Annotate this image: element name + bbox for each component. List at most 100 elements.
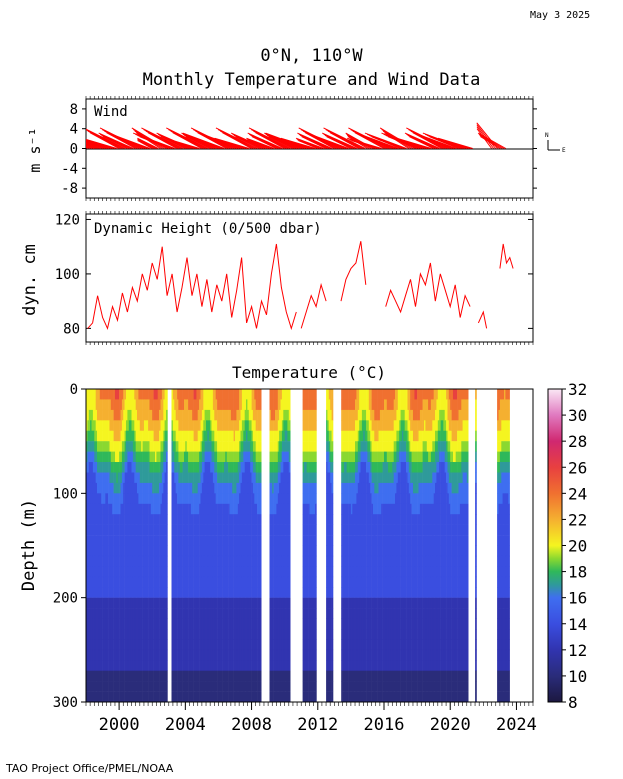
temp-cell <box>174 681 176 692</box>
temp-cell <box>127 430 130 442</box>
temp-cell <box>175 389 178 400</box>
temp-cell <box>182 409 185 421</box>
temp-cell <box>219 587 222 598</box>
temp-cell <box>189 576 192 588</box>
temp-cell <box>182 514 185 525</box>
temp-cell <box>177 524 179 536</box>
temp-cell <box>302 389 305 400</box>
temp-cell <box>95 420 98 431</box>
temp-cell <box>211 399 214 411</box>
temp-cell <box>225 389 227 400</box>
temp-cell <box>174 503 176 515</box>
temp-cell <box>244 691 247 702</box>
temp-cell <box>148 399 150 411</box>
temp-cell <box>123 524 125 536</box>
temp-cell <box>120 670 123 682</box>
temp-cell <box>243 430 245 442</box>
temp-cell <box>240 462 243 473</box>
temp-cell <box>193 629 196 640</box>
temp-cell <box>288 535 291 546</box>
temp-cell <box>153 555 156 567</box>
temp-cell <box>210 555 212 567</box>
temp-cell <box>143 618 146 630</box>
temp-cell <box>184 535 186 546</box>
temp-cell <box>143 597 146 609</box>
temp-cell <box>131 597 134 609</box>
temp-cell <box>221 670 223 682</box>
temp-cell <box>236 629 239 640</box>
temp-cell <box>272 618 274 630</box>
temp-cell <box>192 472 194 484</box>
temp-cell <box>145 409 147 421</box>
temp-cell <box>255 399 258 411</box>
temp-cell <box>126 618 128 630</box>
temp-cell <box>188 503 190 515</box>
temp-cell <box>190 389 193 400</box>
temp-cell <box>105 576 107 588</box>
temp-cell <box>197 420 200 431</box>
temp-cell <box>182 420 185 431</box>
temp-cell <box>150 409 153 421</box>
temp-cell <box>270 670 273 682</box>
temp-cell <box>275 535 277 546</box>
temp-cell <box>288 524 291 536</box>
temp-cell <box>87 681 90 692</box>
temp-cell <box>177 503 179 515</box>
temp-cell <box>166 660 168 671</box>
temp-cell <box>142 482 145 494</box>
temp-cell <box>98 389 101 400</box>
temp-cell <box>255 691 258 702</box>
temp-cell <box>224 482 226 494</box>
temp-cell <box>102 587 105 598</box>
temp-cell <box>117 409 120 421</box>
temp-cell <box>188 430 190 442</box>
temp-cell <box>181 420 183 431</box>
temp-cell <box>161 597 164 609</box>
temp-cell <box>224 462 226 473</box>
temp-cell <box>130 629 132 640</box>
temp-cell <box>121 618 124 630</box>
temp-cell <box>95 545 98 557</box>
temp-cell <box>108 566 110 578</box>
temp-cell <box>120 420 123 431</box>
temp-cell <box>225 462 227 473</box>
temp-cell <box>308 389 310 400</box>
date-stamp: May 3 2025 <box>530 10 591 21</box>
temp-cell <box>126 608 128 619</box>
temp-cell <box>229 670 232 682</box>
temp-cell <box>172 691 175 702</box>
temp-cell <box>123 608 125 619</box>
temp-cell <box>228 389 230 400</box>
wind-panel-title: Wind <box>94 104 128 120</box>
temp-cell <box>193 649 196 661</box>
temp-cell <box>197 472 200 484</box>
temp-cell <box>255 472 258 484</box>
temp-cell <box>279 629 281 640</box>
temp-cell <box>215 451 218 463</box>
temp-cell <box>218 576 221 588</box>
temp-cell <box>221 639 223 651</box>
temp-cell <box>171 597 174 609</box>
temp-cell <box>269 482 272 494</box>
temp-cell <box>196 608 199 619</box>
temp-cell <box>286 691 288 702</box>
temp-cell <box>88 493 91 504</box>
temp-cell <box>166 524 168 536</box>
temp-cell <box>171 514 174 525</box>
temp-cell <box>248 670 251 682</box>
temp-cell <box>110 430 113 442</box>
temp-cell <box>240 691 243 702</box>
temp-cell <box>280 639 283 651</box>
temp-cell <box>236 482 239 494</box>
temp-cell <box>308 441 310 452</box>
temp-cell <box>188 660 190 671</box>
temp-cell <box>159 618 161 630</box>
temp-cell <box>197 681 200 692</box>
temp-cell <box>219 660 222 671</box>
temp-cell <box>219 670 222 682</box>
temp-cell <box>146 618 149 630</box>
temp-cell <box>200 660 203 671</box>
temp-cell <box>226 389 229 400</box>
temp-cell <box>240 639 243 651</box>
temp-cell <box>275 472 277 484</box>
